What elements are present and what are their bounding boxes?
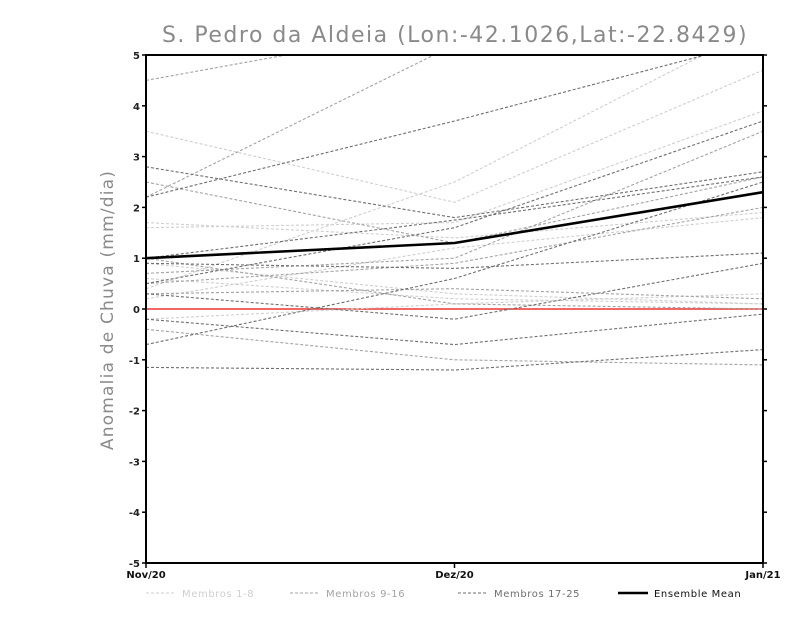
series-line-g2-4 xyxy=(146,252,763,269)
series-line-g2-5 xyxy=(146,166,763,219)
series-line-g1-7 xyxy=(146,176,763,244)
y-tick-label: 4 xyxy=(133,102,140,113)
x-tick-label: Dez/20 xyxy=(435,570,474,581)
legend-label-2: Membros 17-25 xyxy=(494,589,580,600)
series-line-g0-3 xyxy=(146,262,763,305)
series-line-g0-4 xyxy=(146,110,763,229)
series-line-g0-1 xyxy=(146,211,763,239)
y-tick-label: 5 xyxy=(133,51,140,62)
series-line-g2-8 xyxy=(146,176,763,259)
series-line-g2-2 xyxy=(146,349,763,371)
series-line-g0-0 xyxy=(146,69,763,203)
legend: Membros 1-8 Membros 9-16 Membros 17-25 Ense… xyxy=(146,589,741,600)
y-tick-label: -2 xyxy=(129,407,140,418)
series-line-g0-6 xyxy=(146,277,763,305)
x-ticks: Nov/20 Dez/20 Jan/21 xyxy=(126,563,781,581)
series-line-g0-7 xyxy=(146,217,763,300)
y-tick-label: 3 xyxy=(133,153,140,164)
x-tick-label: Nov/20 xyxy=(126,570,165,581)
y-tick-label: 2 xyxy=(133,203,140,214)
series-line-g2-7 xyxy=(146,262,763,320)
series-line-g1-4 xyxy=(146,130,763,274)
y-axis-label: Anomalia de Chuva (mm/dia) xyxy=(98,170,118,450)
series-line-g2-6 xyxy=(146,313,763,346)
chart-title: S. Pedro da Aldeia (Lon:-42.1026,Lat:-22… xyxy=(162,23,748,48)
y-ticks: -5 -4 -3 -2 -1 0 1 2 3 4 5 xyxy=(129,51,767,570)
ensemble-mean-line xyxy=(146,190,763,260)
x-tick-label: Jan/21 xyxy=(744,570,780,581)
legend-label-0: Membros 1-8 xyxy=(182,589,254,600)
series-line-g1-3 xyxy=(146,328,763,366)
legend-label-3: Ensemble Mean xyxy=(654,589,741,600)
series-line-g1-2 xyxy=(146,288,763,300)
series-line-g0-5 xyxy=(146,293,763,320)
series-line-g2-1 xyxy=(146,120,763,285)
legend-label-1: Membros 9-16 xyxy=(326,589,405,600)
y-tick-label: 1 xyxy=(133,254,140,265)
series-layer xyxy=(146,55,763,371)
series-line-g1-5 xyxy=(146,257,763,310)
y-tick-label: -5 xyxy=(129,559,140,570)
y-tick-label: 0 xyxy=(133,305,140,316)
series-line-g2-0 xyxy=(146,55,708,198)
y-tick-label: -3 xyxy=(129,457,140,468)
y-tick-label: -1 xyxy=(129,356,140,367)
series-line-g2-3 xyxy=(146,181,763,346)
series-line-g0-2 xyxy=(146,55,705,290)
y-tick-label: -4 xyxy=(129,508,140,519)
